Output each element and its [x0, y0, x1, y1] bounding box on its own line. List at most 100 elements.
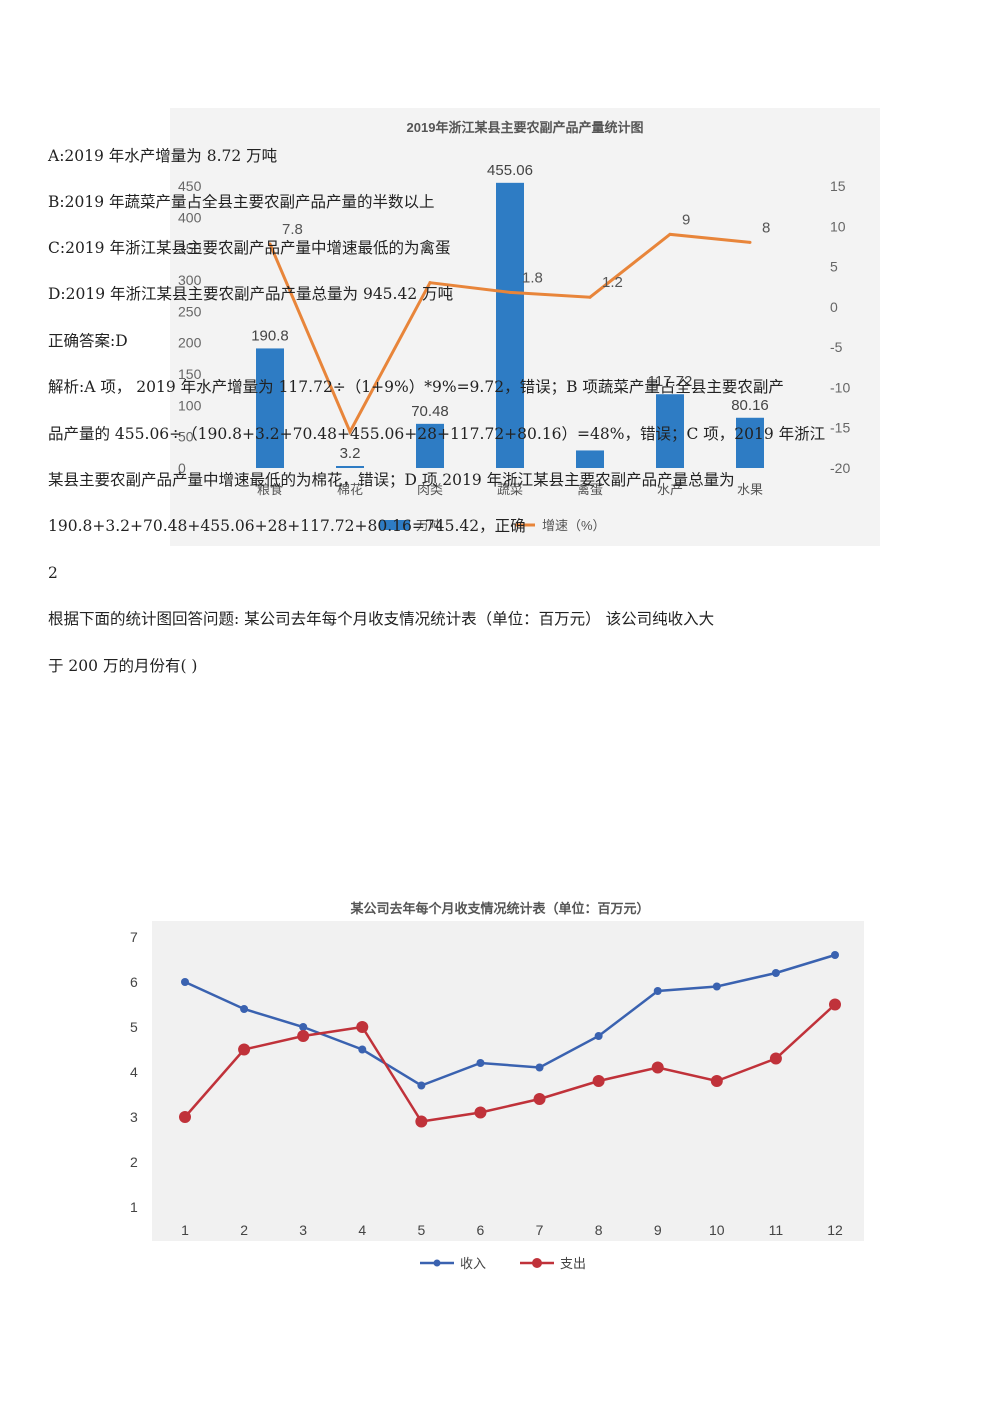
- left-axis-tick: 100: [178, 397, 202, 413]
- y-axis-tick: 1: [130, 1199, 138, 1215]
- bar-粮食: [256, 348, 284, 468]
- expense-line: [184, 1003, 836, 1123]
- income-point: [417, 1081, 426, 1090]
- category-label: 粮食: [257, 482, 283, 497]
- y-axis-tick: 7: [130, 929, 138, 945]
- analysis-line-2: 品产量的 455.06÷（190.8+3.2+70.48+455.06+28+1…: [48, 425, 826, 443]
- bar-水果: [736, 417, 764, 468]
- plot-area: [152, 921, 864, 1241]
- y-axis-tick: 3: [130, 1109, 138, 1125]
- expense-point: [179, 1111, 191, 1123]
- expense-point: [415, 1115, 428, 1128]
- option-d: D:2019 年浙江某县主要农副产品产量总量为 945.42 万吨: [48, 285, 454, 303]
- expense-point: [533, 1093, 546, 1105]
- right-axis-tick: 5: [830, 259, 838, 275]
- legend-swatch-marker: [433, 1259, 441, 1267]
- expense-point: [592, 1075, 605, 1087]
- analysis-line-3: 某县主要农副产品产量中增速最低的为棉花，错误；D 项 2019 年浙江某县主要农…: [48, 471, 735, 489]
- category-label: 肉类: [417, 482, 443, 497]
- bar-data-label: 455.06: [487, 162, 533, 179]
- x-axis-tick: 5: [417, 1222, 425, 1238]
- chart1-title: 2019年浙江某县主要农副产品产量统计图: [407, 120, 644, 135]
- right-axis-tick: 0: [830, 299, 838, 315]
- left-axis-tick: 250: [178, 303, 202, 319]
- production-chart: 2019年浙江某县主要农副产品产量统计图05010015020025030035…: [170, 108, 880, 546]
- left-axis-tick: 450: [178, 178, 202, 194]
- line-data-label: 8: [762, 219, 770, 236]
- analysis-line-4: 190.8+3.2+70.48+455.06+28+117.72+80.16=7…: [48, 517, 526, 535]
- analysis-line-1: 解析:A 项， 2019 年水产增量为 117.72÷（1+9%）*9%=9.7…: [48, 378, 784, 396]
- line-data-label: 1.8: [522, 269, 543, 286]
- right-axis-tick: 10: [830, 218, 846, 234]
- x-axis-tick: 2: [240, 1222, 248, 1238]
- expense-point: [356, 1021, 369, 1033]
- income-point: [358, 1045, 367, 1054]
- line-data-label: 1.2: [602, 274, 623, 291]
- expense-point: [474, 1106, 487, 1119]
- x-axis-tick: 1: [181, 1222, 189, 1238]
- y-axis-tick: 5: [130, 1019, 138, 1035]
- left-axis-tick: 200: [178, 335, 202, 351]
- income-point: [476, 1059, 485, 1067]
- right-axis-tick: -5: [830, 339, 843, 355]
- legend-bar-swatch: [380, 520, 410, 530]
- answer-text: 正确答案:D: [48, 332, 128, 350]
- x-axis-tick: 11: [769, 1222, 784, 1238]
- x-axis-tick: 4: [358, 1222, 366, 1238]
- left-axis-tick: 50: [178, 429, 194, 445]
- y-axis-tick: 4: [130, 1064, 138, 1080]
- x-axis-tick: 10: [709, 1222, 725, 1238]
- growth-rate-point: [508, 290, 512, 294]
- right-axis-tick: -20: [830, 460, 850, 476]
- x-axis-tick: 12: [827, 1222, 843, 1238]
- option-a: A:2019 年水产增量为 8.72 万吨: [48, 147, 278, 165]
- growth-rate-point: [428, 281, 432, 285]
- income-point: [240, 1005, 249, 1013]
- category-label: 禽蛋: [577, 482, 603, 497]
- y-axis-tick: 6: [130, 974, 138, 990]
- expense-point: [651, 1061, 664, 1074]
- income-point: [535, 1063, 544, 1072]
- bar-data-label: 80.16: [731, 397, 769, 414]
- question2-line-2: 于 200 万的月份有( ): [48, 657, 198, 675]
- income-point: [653, 987, 662, 995]
- growth-rate-point: [588, 295, 592, 299]
- legend-line-label: 增速（%）: [542, 518, 606, 533]
- growth-rate-point: [668, 232, 672, 236]
- left-axis-tick: 150: [178, 366, 202, 382]
- y-axis-tick: 2: [130, 1154, 138, 1170]
- growth-rate-point: [268, 242, 272, 246]
- bar-禽蛋: [576, 450, 604, 468]
- right-axis-tick: 15: [830, 178, 846, 194]
- bar-data-label: 70.48: [411, 403, 449, 420]
- bar-蔬菜: [496, 182, 524, 468]
- income-point: [299, 1023, 308, 1031]
- bar-棉花: [336, 465, 364, 468]
- chart2-title: 某公司去年每个月收支情况统计表（单位：百万元）: [349, 901, 649, 916]
- bar-data-label: 3.2: [340, 445, 361, 462]
- bar-肉类: [416, 423, 444, 468]
- growth-rate-point: [348, 430, 352, 434]
- legend-bar-label: 万吨: [416, 518, 442, 533]
- left-axis-tick: 0: [178, 460, 186, 476]
- legend-label: 支出: [560, 1256, 586, 1271]
- expense-point: [710, 1075, 723, 1087]
- x-axis-tick: 3: [299, 1222, 307, 1238]
- x-axis-tick: 8: [595, 1222, 603, 1238]
- expense-point: [238, 1043, 251, 1056]
- income-point: [771, 969, 780, 977]
- line-data-label: 9: [682, 211, 690, 228]
- question2-line-1: 根据下面的统计图回答问题: 某公司去年每个月收支情况统计表（单位：百万元） 该公…: [48, 610, 715, 628]
- x-axis-tick: 7: [536, 1222, 544, 1238]
- option-c: C:2019 年浙江某县主要农副产品产量中增速最低的为禽蛋: [48, 239, 451, 257]
- expense-point: [769, 1052, 782, 1065]
- question-number: 2: [48, 564, 58, 582]
- category-label: 水产: [657, 482, 683, 497]
- left-axis-tick: 300: [178, 272, 202, 288]
- income-point: [181, 978, 189, 986]
- x-axis-tick: 9: [654, 1222, 662, 1238]
- category-label: 水果: [737, 482, 763, 497]
- left-axis-tick: 350: [178, 241, 202, 257]
- income-point: [712, 982, 721, 991]
